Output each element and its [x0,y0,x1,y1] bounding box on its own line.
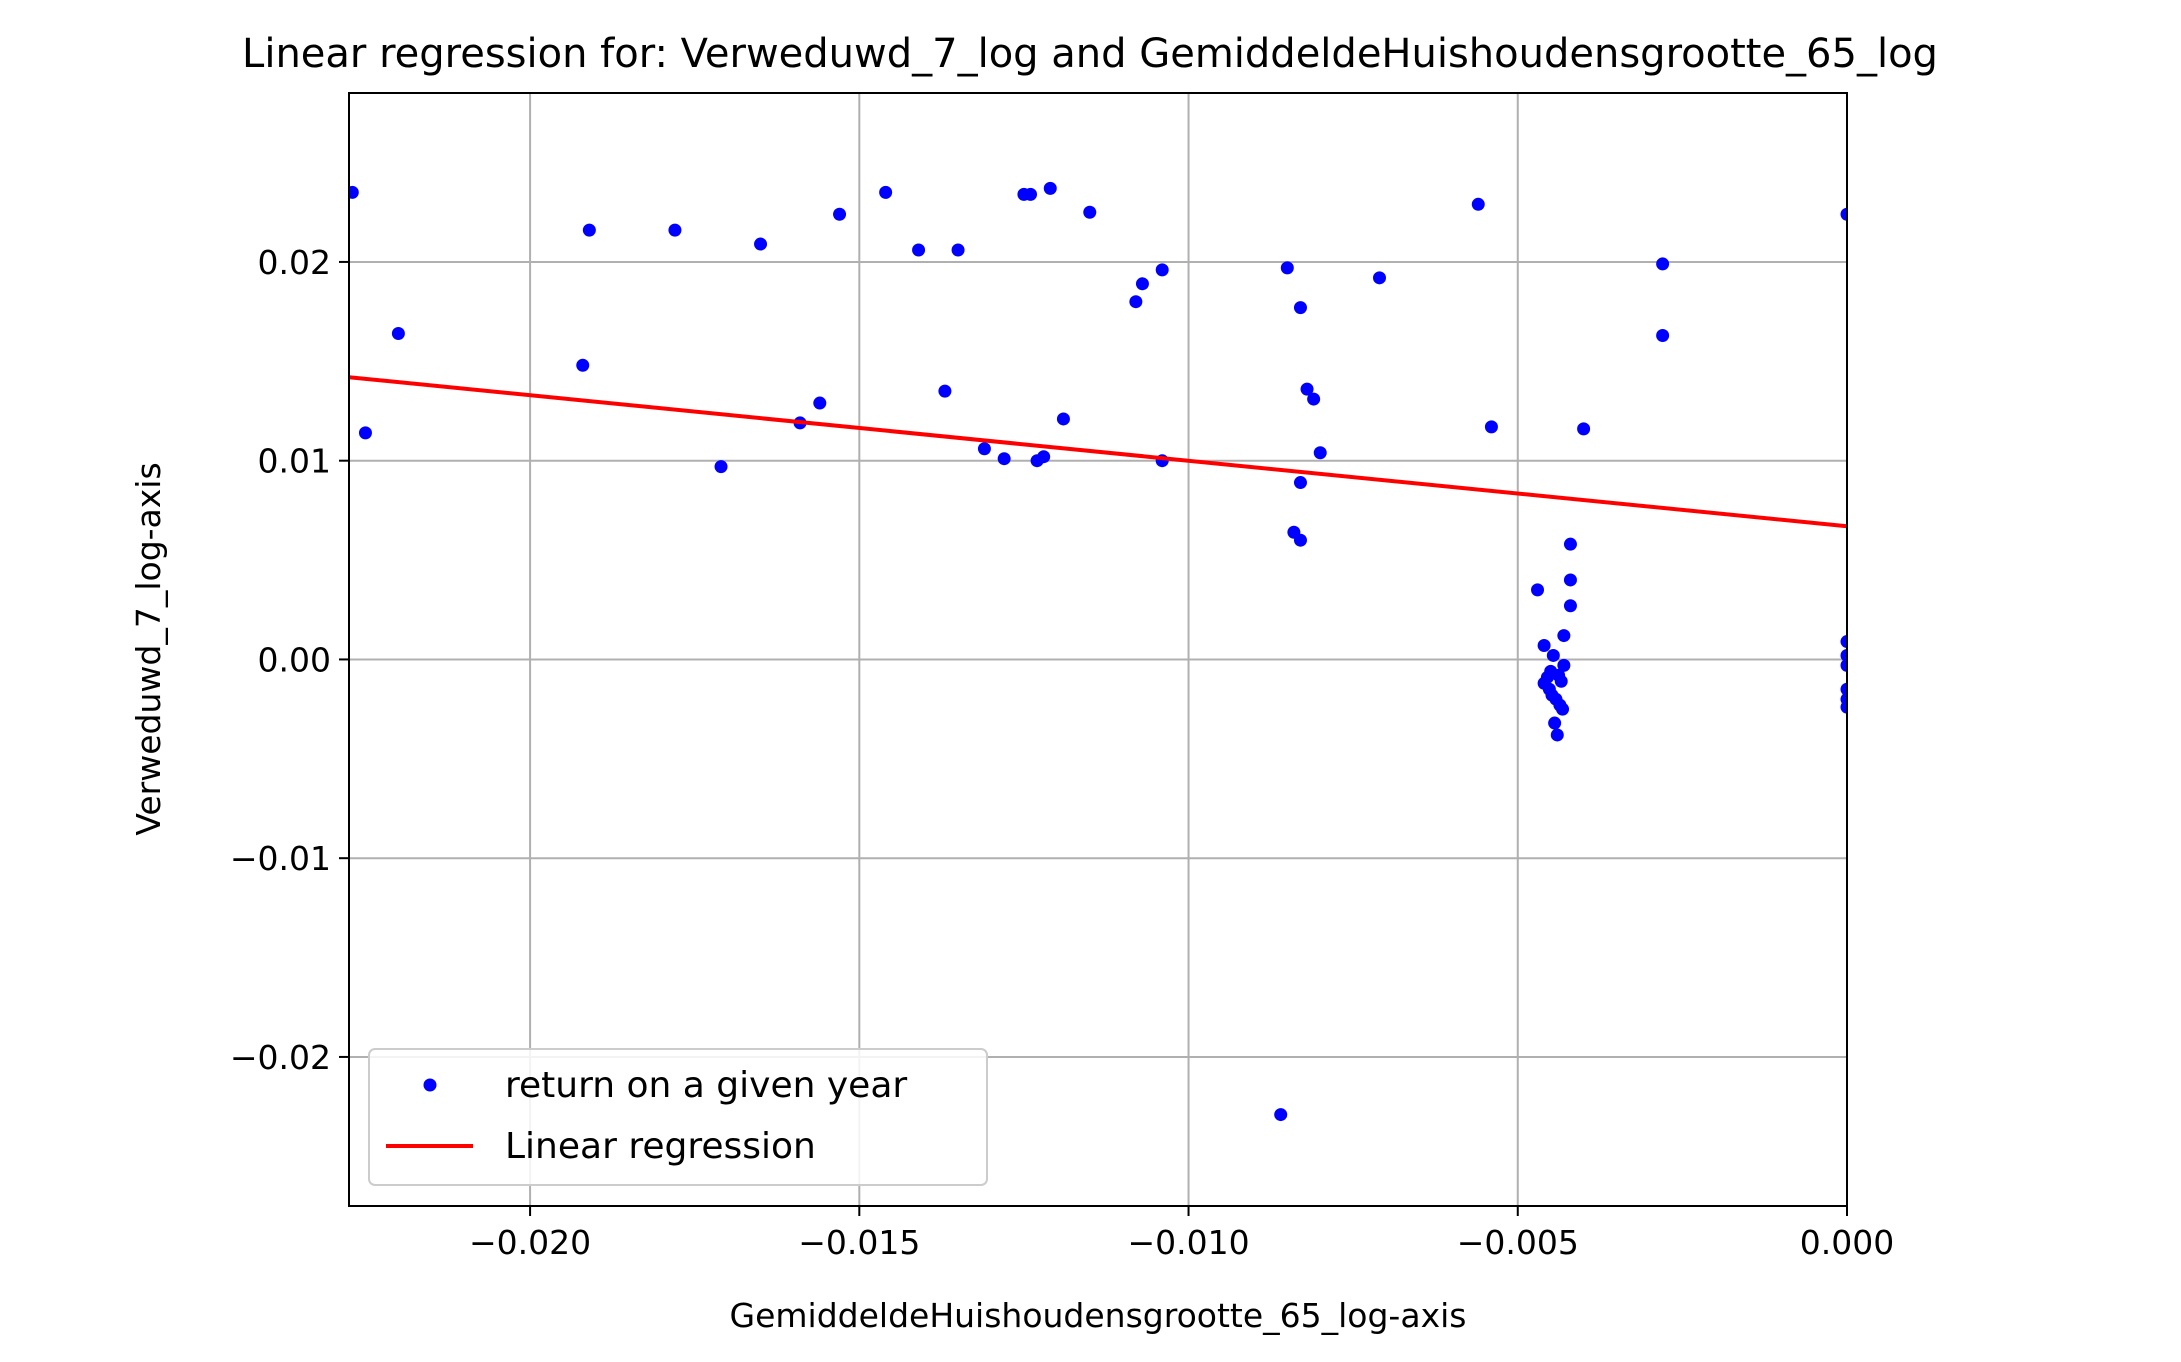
y-tick-label: 0.02 [258,243,331,282]
scatter-point [1037,450,1051,464]
scatter-point [1155,263,1169,277]
scatter-point [1556,702,1570,716]
scatter-point [1563,537,1577,551]
scatter-point [1840,635,1847,649]
regression-line [349,375,1847,529]
scatter-point [1563,599,1577,613]
scatter-point [1024,187,1038,201]
scatter-point [1313,446,1327,460]
x-tick-label: −0.015 [798,1223,920,1262]
scatter-point [391,326,405,340]
scatter-point [879,185,893,199]
scatter-point [1577,422,1591,436]
scatter-point [1656,257,1670,271]
legend-scatter-marker [423,1078,437,1092]
x-tick-label: −0.010 [1127,1223,1249,1262]
y-tick-label: 0.01 [258,442,331,481]
scatter-point [1656,328,1670,342]
scatter-point [349,185,359,199]
scatter-point [1471,197,1485,211]
scatter-point [1840,700,1847,714]
scatter-point [1840,648,1847,662]
y-tick-label: 0.00 [258,640,331,679]
scatter-point [951,243,965,257]
scatter-point [1563,573,1577,587]
scatter-point [1550,728,1564,742]
legend-box [368,1048,988,1186]
scatter-point [576,358,590,372]
scatter-point [1557,629,1571,643]
scatter-point [1548,716,1562,730]
scatter-point [1840,207,1847,221]
scatter-point [1554,674,1568,688]
data-layer [349,181,1847,1122]
scatter-point [1293,533,1307,547]
x-axis-title: GemiddeldeHuishoudensgrootte_65_log-axis [730,1296,1467,1335]
scatter-point [1043,181,1057,195]
scatter-point [977,442,991,456]
scatter-point [754,237,768,251]
scatter-point [1083,205,1097,219]
scatter-point [813,396,827,410]
y-axis-title: Verweduwd_7_log-axis [129,462,168,835]
scatter-point [358,426,372,440]
scatter-point [938,384,952,398]
scatter-point [582,223,596,237]
scatter-point [1307,392,1321,406]
legend: return on a given year Linear regression [368,1048,988,1186]
scatter-point [1484,420,1498,434]
scatter-point [1557,658,1571,672]
x-tick-label: 0.000 [1800,1223,1894,1262]
scatter-point [1135,277,1149,291]
scatter-point [714,460,728,474]
x-tick-label: −0.020 [469,1223,591,1262]
scatter-point [1293,476,1307,490]
scatter-point [1537,639,1551,653]
scatter-point [1531,583,1545,597]
scatter-point [1293,301,1307,315]
scatter-point [1372,271,1386,285]
scatter-point [1840,658,1847,672]
chart-title: Linear regression for: Verweduwd_7_log a… [242,31,1938,77]
scatter-point [1546,648,1560,662]
scatter-point [1056,412,1070,426]
scatter-point [912,243,926,257]
scatter-point [833,207,847,221]
scatter-point [1274,1108,1288,1122]
y-axis-ticks: −0.02 −0.01 0.00 0.01 0.02 [230,243,349,1077]
scatter-point [1129,295,1143,309]
scatter-point [1840,682,1847,696]
y-tick-label: −0.01 [230,839,331,878]
legend-label-regression: Linear regression [505,1126,816,1167]
scatter-point [668,223,682,237]
scatter-point [1280,261,1294,275]
x-tick-label: −0.005 [1457,1223,1579,1262]
y-tick-label: −0.02 [230,1038,331,1077]
scatter-point [1300,382,1314,396]
x-axis-ticks: −0.020 −0.015 −0.010 −0.005 0.000 [469,1206,1894,1262]
scatter-point [997,452,1011,466]
plot-frame [348,92,1848,1207]
legend-label-scatter: return on a given year [505,1065,907,1106]
